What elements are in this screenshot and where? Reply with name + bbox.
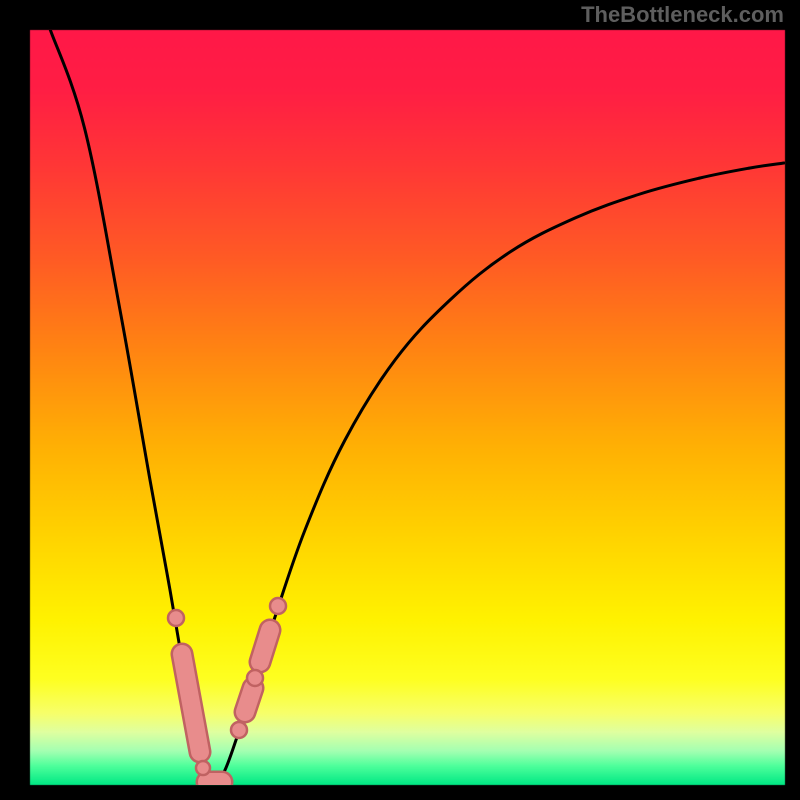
marker-capsule: [182, 654, 200, 752]
marker-circle: [247, 670, 263, 686]
marker-capsule: [260, 630, 270, 662]
marker-circle: [196, 761, 210, 775]
marker-capsule: [245, 688, 253, 712]
watermark-text: TheBottleneck.com: [581, 2, 784, 28]
curve-overlay: [0, 0, 800, 800]
main-curve: [50, 29, 784, 783]
marker-circle: [168, 610, 184, 626]
marker-group: [168, 598, 286, 782]
chart-container: TheBottleneck.com: [0, 0, 800, 800]
marker-circle: [270, 598, 286, 614]
marker-circle: [231, 722, 247, 738]
